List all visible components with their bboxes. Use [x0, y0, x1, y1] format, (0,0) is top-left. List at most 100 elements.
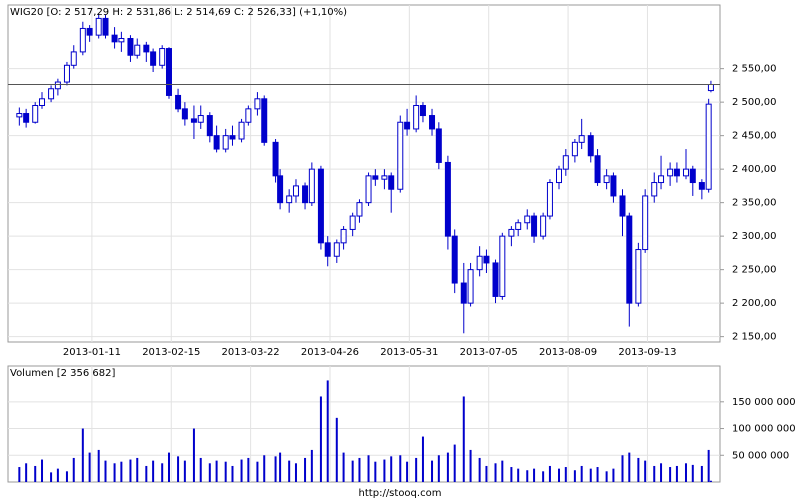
candle-body: [286, 195, 293, 204]
x-tick-label: 2013-04-26: [301, 347, 359, 358]
volume-bar: [558, 468, 561, 482]
candle-body: [292, 185, 299, 197]
volume-bar: [605, 471, 608, 482]
candle-body: [467, 269, 474, 304]
candle-body: [181, 108, 188, 120]
volume-bar: [621, 455, 624, 482]
y-tick-label: 150 000 000: [732, 397, 796, 408]
candle-body: [603, 175, 610, 184]
volume-bar: [34, 465, 37, 482]
volume-bar: [374, 461, 377, 482]
volume-bar: [390, 456, 393, 482]
footer-link[interactable]: http://stooq.com: [359, 488, 442, 499]
candle-body: [667, 168, 674, 177]
candle-body: [308, 168, 315, 204]
candle-body: [404, 121, 411, 130]
volume-bar: [437, 455, 440, 482]
candle-body: [381, 175, 388, 180]
volume-bar: [351, 460, 354, 482]
candle-body: [571, 141, 578, 157]
candle-body: [190, 118, 197, 123]
x-tick-label: 2013-09-13: [618, 347, 676, 358]
candle-body: [705, 103, 712, 190]
candle-body: [444, 161, 451, 237]
volume-bar: [263, 455, 266, 482]
volume-bar: [653, 465, 656, 482]
candle-body: [222, 135, 229, 150]
volume-bar: [41, 459, 44, 482]
candle-body: [610, 175, 617, 197]
candle-body: [658, 175, 665, 184]
volume-bar: [358, 457, 361, 482]
volume-bar: [326, 380, 329, 482]
candle-body: [213, 135, 220, 150]
candle-body: [698, 182, 705, 190]
candle-body: [118, 37, 125, 43]
x-tick-label: 2013-08-09: [539, 347, 597, 358]
candle-body: [39, 98, 46, 106]
candle-body: [556, 168, 563, 184]
candle-body: [372, 175, 379, 180]
volume-bar: [256, 461, 259, 482]
candle-body: [397, 121, 404, 190]
candle-body: [388, 175, 395, 190]
volume-bar: [247, 457, 250, 482]
candle-body: [102, 17, 109, 36]
y-tick-label: 2 500,00: [732, 97, 777, 108]
candle-body: [48, 88, 55, 100]
candle-body: [578, 135, 585, 143]
volume-bar: [469, 449, 472, 482]
volume-bar: [288, 460, 291, 482]
candle-body: [175, 94, 182, 110]
x-tick-label: 2013-01-11: [63, 347, 121, 358]
candle-body: [70, 51, 77, 66]
volume-bar: [120, 461, 123, 482]
candle-body: [63, 64, 70, 83]
volume-bar: [612, 468, 615, 482]
x-tick-label: 2013-07-05: [460, 347, 518, 358]
candle-body: [524, 215, 531, 224]
candle-body: [460, 282, 467, 304]
candle-body: [483, 255, 490, 264]
volume-panel: [7, 365, 721, 483]
candle-body: [435, 128, 442, 163]
x-tick-label: 2013-02-15: [142, 347, 200, 358]
volume-bar: [199, 457, 202, 482]
volume-bar: [415, 457, 418, 482]
volume-bar: [573, 470, 576, 482]
volume-bar: [152, 460, 155, 482]
volume-bar: [208, 463, 211, 482]
volume-bar: [342, 452, 345, 482]
candle-body: [508, 228, 515, 237]
candle-body: [229, 135, 236, 140]
volume-bar: [81, 428, 84, 482]
price-panel: [7, 4, 721, 343]
volume-bar: [596, 467, 599, 482]
candle-body: [95, 17, 102, 36]
candle-body: [540, 215, 547, 237]
volume-bar: [18, 467, 21, 482]
y-tick-label: 2 300,00: [732, 231, 777, 242]
candle-body: [197, 115, 204, 123]
candle-body: [635, 249, 642, 304]
candle-body: [707, 84, 714, 92]
candle-body: [111, 34, 118, 43]
volume-title: Volumen [2 356 682]: [10, 368, 116, 379]
y-tick-label: 100 000 000: [732, 424, 796, 435]
volume-bar: [177, 456, 180, 482]
volume-bar: [700, 465, 703, 482]
candle-body: [651, 182, 658, 197]
candle-body: [673, 168, 680, 177]
volume-bar: [707, 449, 710, 482]
volume-bar: [406, 461, 409, 482]
candle-body: [324, 242, 331, 257]
volume-bar: [421, 436, 424, 482]
candle-body: [302, 185, 309, 204]
y-tick-label: 2 450,00: [732, 131, 777, 142]
volume-bar: [533, 468, 536, 482]
candle-body: [333, 242, 340, 257]
y-tick-label: 50 000 000: [732, 450, 789, 461]
volume-bar: [183, 460, 186, 482]
candle-body: [429, 115, 436, 130]
candle-body: [79, 27, 86, 53]
